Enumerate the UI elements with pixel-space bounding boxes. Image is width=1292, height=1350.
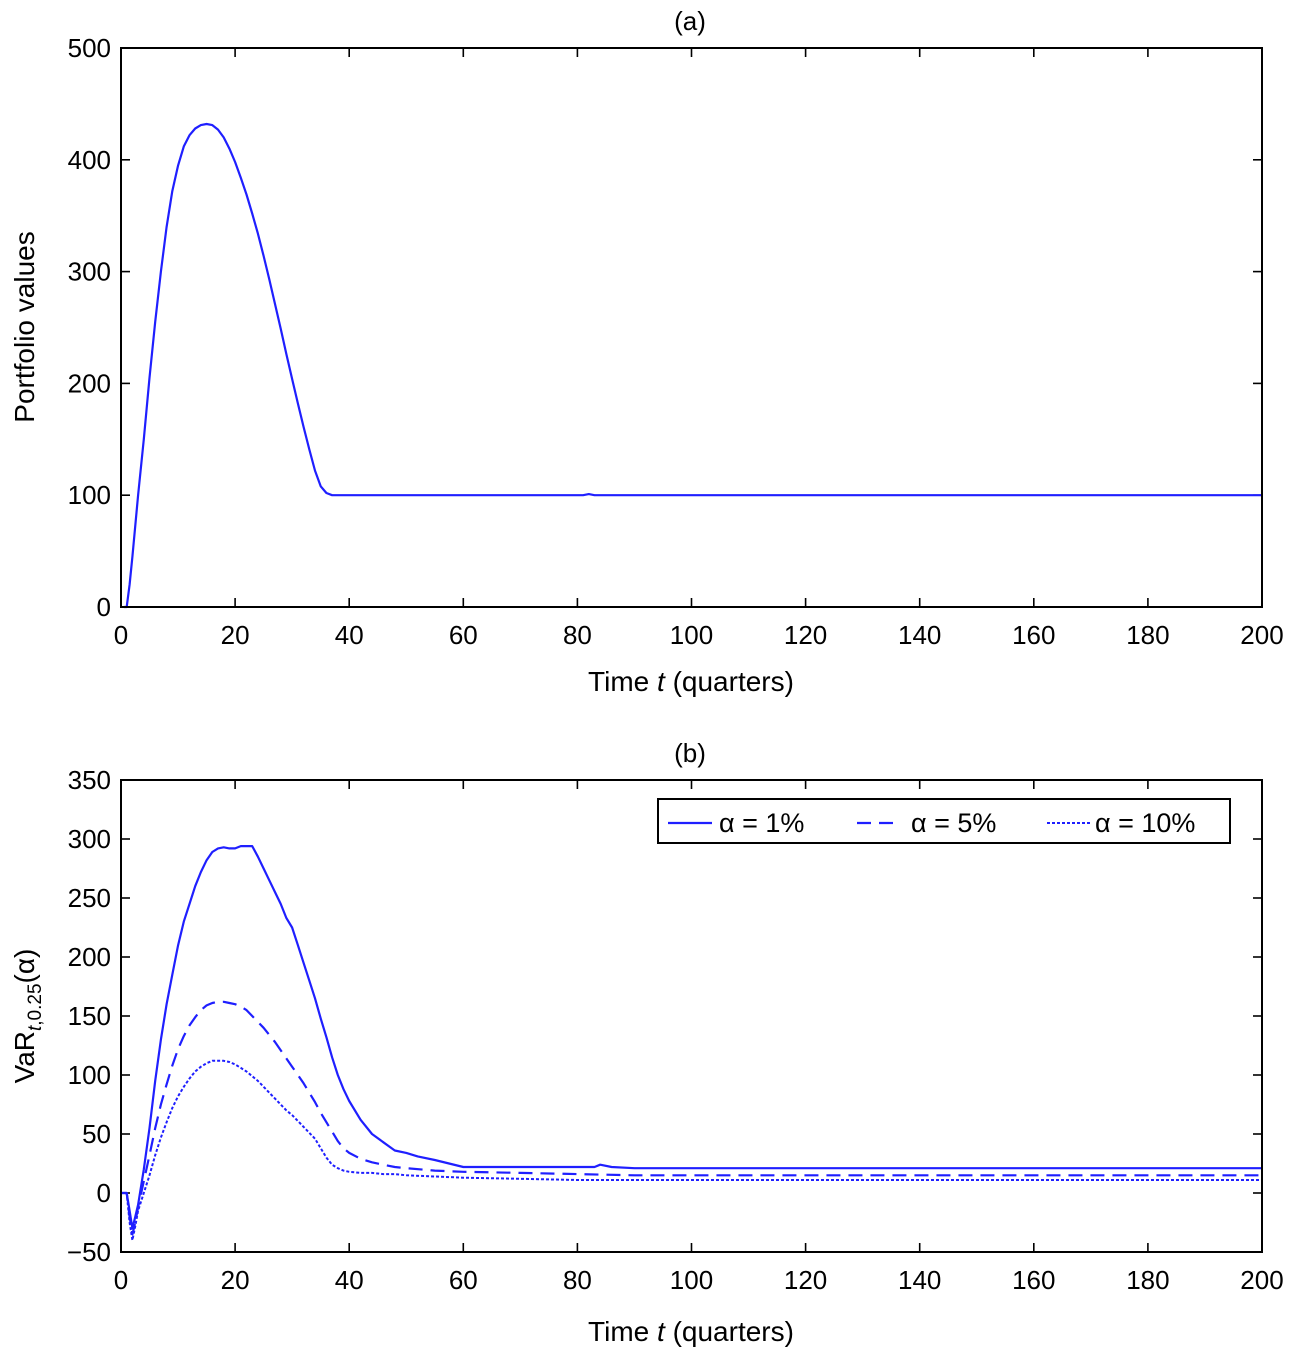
chart-b-y-tick-label: 200 [68,942,111,972]
chart-a-y-tick-label: 0 [97,592,111,622]
legend-label-3: α = 10% [1095,808,1195,838]
chart-b-x-tick-label: 20 [221,1265,250,1295]
chart-a-y-axis-label: Portfolio values [9,231,40,422]
chart-b: (b) 0 20 40 60 80 100 120 140 160 180 200−50050100… [9,738,1284,1347]
chart-b-x-tick-label: 200 [1240,1265,1283,1295]
chart-b-y-tick-label: 0 [97,1178,111,1208]
chart-b-y-tick-label: 250 [68,883,111,913]
legend-label-2: α = 5% [911,808,996,838]
chart-a-xlabel-italic: t [657,666,666,697]
chart-b-y-tick-label: −50 [67,1237,111,1267]
chart-b-x-tick-label: 40 [335,1265,364,1295]
chart-b-x-tick-label: 60 [449,1265,478,1295]
chart-b-y-tick-label: 50 [82,1119,111,1149]
chart-b-legend: α = 1% α = 5% α = 10% [657,798,1231,844]
chart-a-x-tick-label: 80 [563,620,592,650]
chart-b-frame [120,779,1263,1253]
chart-a-x-tick-label: 20 [221,620,250,650]
chart-a-x-tick-label: 0 [114,620,128,650]
chart-b-x-tick-label: 0 [114,1265,128,1295]
chart-a-axes: 0 20 40 60 80 100 120 140 160 180 200 0 100 200 300 400… [68,33,1284,650]
chart-b-title: (b) [674,738,706,768]
chart-b-x-tick-label: 140 [898,1265,941,1295]
chart-a-y-tick-label: 300 [68,257,111,287]
chart-a-series-1-line [123,122,1262,609]
chart-b-series [121,844,1262,1242]
legend-label-1: α = 1% [719,808,804,838]
chart-a-x-tick-label: 180 [1126,620,1169,650]
chart-b-ylabel-main: VaR [9,1031,40,1083]
chart-b-x-tick-label: 80 [563,1265,592,1295]
chart-b-series-3-line [121,1059,1262,1242]
chart-b-x-axis-label: Time t (quarters) [588,1316,794,1347]
chart-b-y-tick-label: 300 [68,824,111,854]
chart-a: (a) 0 20 40 60 80 100 120 140 160 180 200 0 100 200 30… [9,6,1284,697]
chart-b-series-2-line [121,1000,1262,1236]
chart-a-x-tick-label: 140 [898,620,941,650]
chart-b-xlabel-pre: Time [588,1316,657,1347]
chart-a-frame [120,47,1263,608]
legend-box [657,798,1231,844]
chart-b-ylabel-sub: ,0.25 [25,983,46,1025]
chart-a-title: (a) [674,6,706,36]
chart-a-series [123,122,1262,609]
chart-a-x-tick-label: 60 [449,620,478,650]
chart-a-x-tick-label: 200 [1240,620,1283,650]
chart-a-y-tick-label: 200 [68,368,111,398]
chart-a-xlabel-post: (quarters) [665,666,794,697]
chart-b-x-tick-label: 180 [1126,1265,1169,1295]
chart-b-x-tick-label: 100 [670,1265,713,1295]
chart-b-y-tick-label: 350 [68,765,111,795]
chart-a-x-tick-label: 120 [784,620,827,650]
chart-b-ylabel-sub-italic: t [25,1025,46,1031]
chart-a-x-axis-label: Time t (quarters) [588,666,794,697]
chart-a-x-tick-label: 40 [335,620,364,650]
chart-b-x-tick-label: 160 [1012,1265,1055,1295]
chart-b-ylabel-post: (α) [9,949,40,984]
chart-b-y-axis-label: VaRt,0.25(α) [9,949,46,1084]
chart-b-xlabel-italic: t [657,1316,666,1347]
chart-a-y-tick-label: 500 [68,33,111,63]
chart-a-xlabel-pre: Time [588,666,657,697]
chart-b-axes: 0 20 40 60 80 100 120 140 160 180 200−500501001502… [67,765,1284,1295]
chart-a-x-tick-label: 160 [1012,620,1055,650]
chart-b-series-1-line [121,844,1262,1230]
chart-a-y-tick-label: 100 [68,480,111,510]
chart-a-y-tick-label: 400 [68,145,111,175]
chart-b-y-tick-label: 150 [68,1001,111,1031]
chart-b-x-tick-label: 120 [784,1265,827,1295]
chart-b-y-tick-label: 100 [68,1060,111,1090]
chart-b-xlabel-post: (quarters) [665,1316,794,1347]
chart-a-x-tick-label: 100 [670,620,713,650]
